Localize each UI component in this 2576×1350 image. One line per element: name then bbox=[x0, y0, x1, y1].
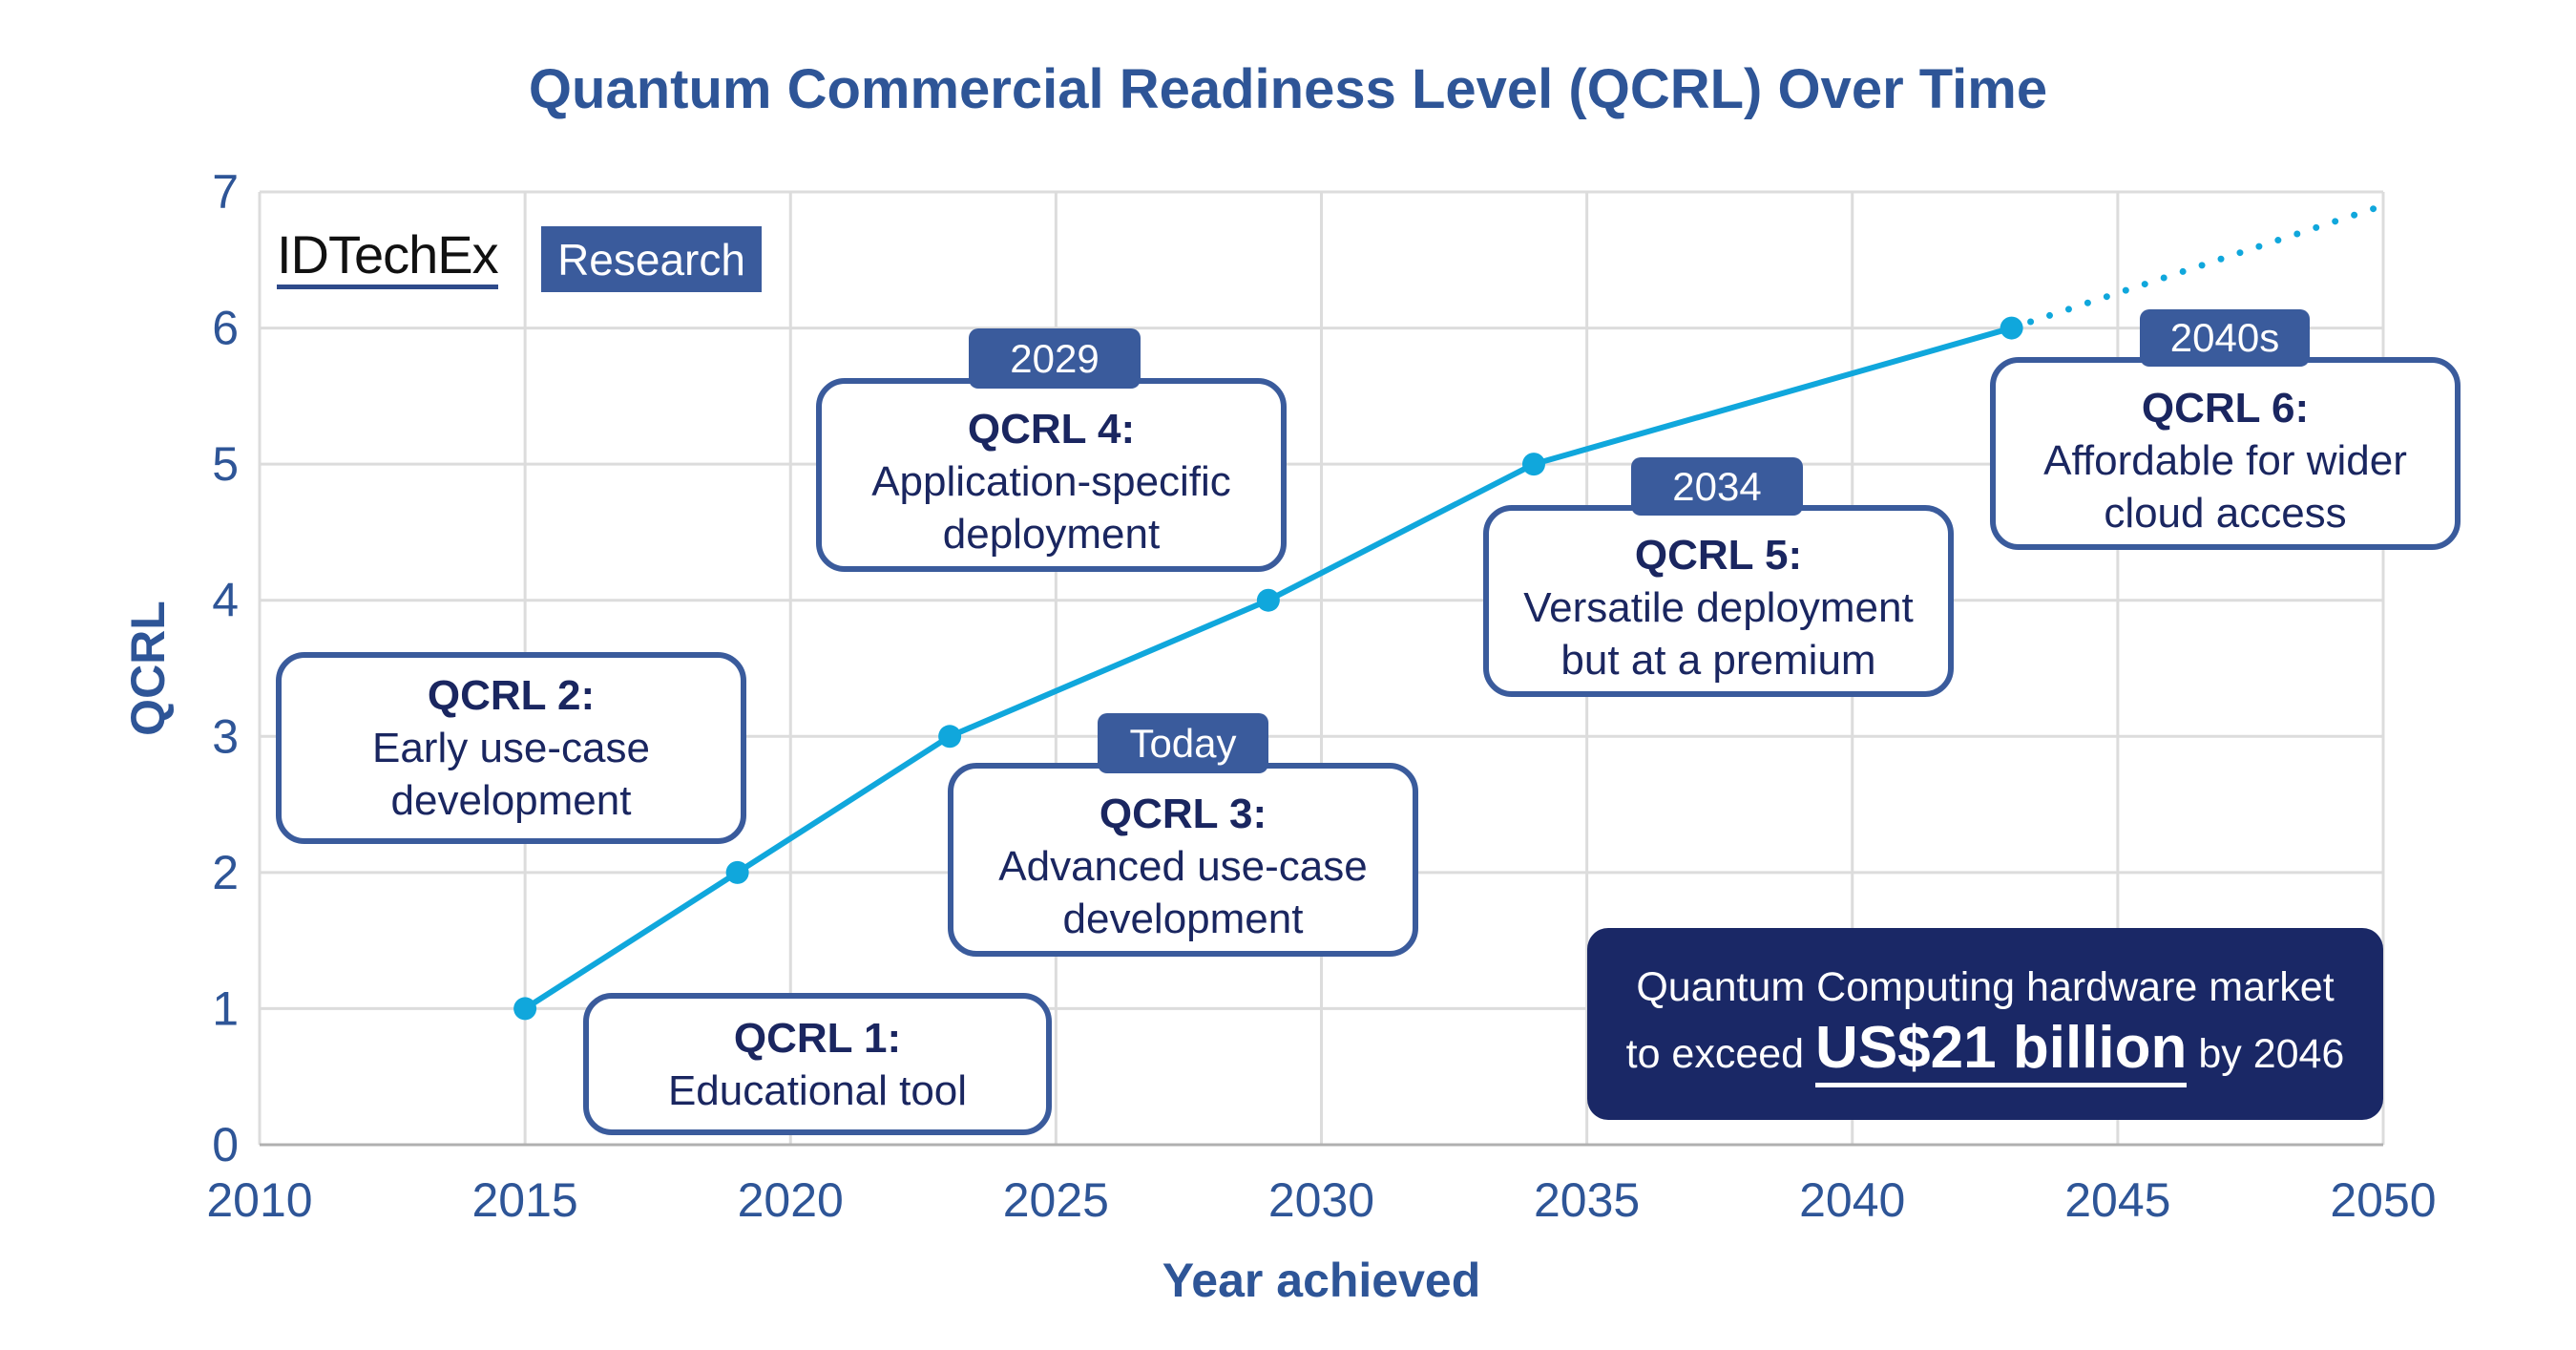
x-axis-label: Year achieved bbox=[1162, 1254, 1481, 1307]
annotation-text: cloud access bbox=[2104, 489, 2347, 537]
annotation-heading: QCRL 5: bbox=[1634, 532, 1803, 579]
annotation-text: Application-specific bbox=[871, 458, 1231, 505]
y-tick-label: 2 bbox=[212, 846, 239, 899]
annotation-tag: 2029 bbox=[969, 328, 1141, 389]
data-point bbox=[1256, 588, 1280, 612]
logo-product: Research bbox=[541, 226, 762, 292]
annotation-qcrl-1: QCRL 1: Educational tool bbox=[583, 993, 1052, 1135]
y-tick-label: 4 bbox=[212, 574, 239, 627]
annotation-tag: 2040s bbox=[2140, 309, 2310, 367]
annotation-heading: QCRL 2: bbox=[427, 672, 596, 719]
annotation-qcrl-6: QCRL 6: Affordable for wider cloud acces… bbox=[1990, 357, 2461, 550]
x-tick-label: 2045 bbox=[2064, 1173, 2170, 1227]
annotation-text: Advanced use-case bbox=[998, 843, 1368, 890]
annotation-heading: QCRL 1: bbox=[733, 1014, 902, 1062]
annotation-tag: Today bbox=[1098, 713, 1268, 773]
y-tick-label: 0 bbox=[212, 1118, 239, 1171]
x-tick-label: 2025 bbox=[1003, 1173, 1109, 1227]
data-point bbox=[2000, 316, 2023, 340]
x-tick-label: 2030 bbox=[1268, 1173, 1374, 1227]
data-point bbox=[1522, 453, 1545, 476]
annotation-heading: QCRL 3: bbox=[1099, 791, 1267, 837]
series-line bbox=[523, 325, 2013, 1011]
annotation-qcrl-2: QCRL 2: Early use-case development bbox=[276, 652, 746, 844]
x-tick-label: 2040 bbox=[1799, 1173, 1905, 1227]
x-tick-label: 2010 bbox=[206, 1173, 312, 1227]
callout-post: by 2046 bbox=[2198, 1031, 2345, 1077]
y-tick-label: 7 bbox=[212, 165, 239, 219]
y-tick-label: 5 bbox=[212, 437, 239, 491]
chart-title: Quantum Commercial Readiness Level (QCRL… bbox=[528, 58, 2048, 120]
annotation-text: Affordable for wider bbox=[2043, 436, 2407, 484]
annotation-heading: QCRL 6: bbox=[2141, 384, 2310, 432]
annotation-text: development bbox=[390, 777, 632, 824]
x-tick-label: 2035 bbox=[1534, 1173, 1640, 1227]
annotation-tag: 2034 bbox=[1631, 457, 1803, 516]
annotation-text: Educational tool bbox=[667, 1066, 968, 1114]
y-tick-label: 1 bbox=[212, 981, 239, 1035]
data-point bbox=[725, 860, 749, 884]
data-point bbox=[938, 725, 962, 749]
y-tick-label: 3 bbox=[212, 709, 239, 763]
annotation-qcrl-4: QCRL 4: Application-specific deployment bbox=[816, 378, 1287, 572]
data-point bbox=[513, 997, 537, 1021]
annotation-text: Versatile deployment bbox=[1523, 584, 1914, 631]
annotation-qcrl-3: QCRL 3: Advanced use-case development bbox=[948, 763, 1418, 957]
x-tick-label: 2020 bbox=[738, 1173, 844, 1227]
y-tick-label: 6 bbox=[212, 302, 239, 355]
annotation-text: development bbox=[1062, 896, 1304, 942]
annotation-text: deployment bbox=[942, 511, 1161, 558]
logo-brand: IDTechEx bbox=[277, 225, 499, 289]
annotation-qcrl-5: QCRL 5: Versatile deployment but at a pr… bbox=[1483, 505, 1954, 697]
annotation-heading: QCRL 4: bbox=[967, 406, 1136, 453]
callout-highlight: US$21 billion bbox=[1815, 1015, 2188, 1087]
callout-pre: to exceed bbox=[1625, 1031, 1805, 1077]
x-tick-label: 2050 bbox=[2330, 1173, 2436, 1227]
market-callout: Quantum Computing hardware market to exc… bbox=[1587, 928, 2383, 1120]
x-tick-label: 2015 bbox=[472, 1173, 578, 1227]
y-axis-label: QCRL bbox=[121, 601, 175, 736]
annotation-text: Early use-case bbox=[371, 725, 650, 771]
annotation-text: but at a premium bbox=[1560, 637, 1876, 684]
callout-line1: Quantum Computing hardware market bbox=[1636, 964, 2335, 1010]
